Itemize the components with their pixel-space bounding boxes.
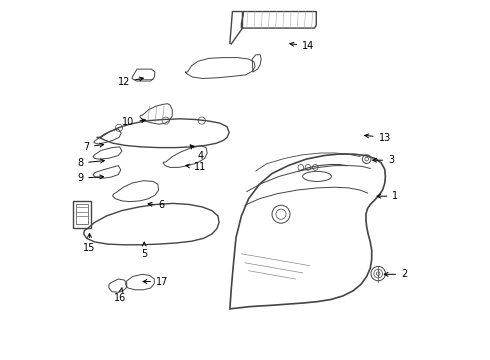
Bar [76,204,88,224]
Text: 6: 6 [148,200,165,210]
Text: 8: 8 [77,158,104,168]
Text: 9: 9 [77,173,103,183]
Text: 17: 17 [143,276,169,287]
Text: 3: 3 [373,155,394,165]
Text: 2: 2 [384,269,407,279]
Bar [73,201,91,228]
Text: 12: 12 [118,77,143,87]
Text: 11: 11 [186,162,206,172]
Text: 16: 16 [114,288,126,303]
Text: 4: 4 [190,145,204,161]
Text: 10: 10 [122,117,146,127]
Text: 7: 7 [83,142,104,152]
Text: 15: 15 [83,234,96,253]
Text: 14: 14 [290,41,315,51]
Text: 13: 13 [365,132,391,143]
Text: 1: 1 [377,191,398,201]
Text: 5: 5 [141,242,147,259]
